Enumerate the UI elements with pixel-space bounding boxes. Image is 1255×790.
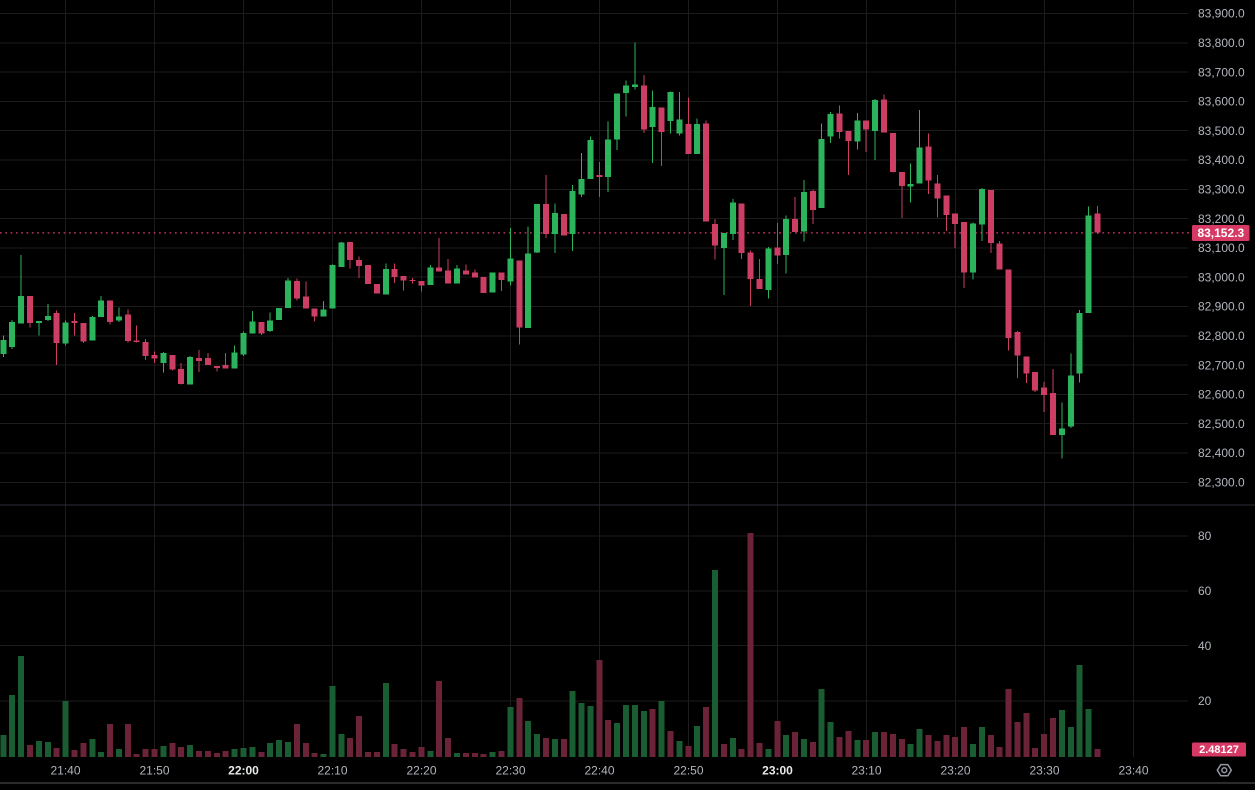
svg-text:83,500.0: 83,500.0 bbox=[1198, 124, 1245, 138]
svg-text:40: 40 bbox=[1198, 639, 1212, 653]
svg-text:82,600.0: 82,600.0 bbox=[1198, 388, 1245, 402]
svg-text:83,900.0: 83,900.0 bbox=[1198, 7, 1245, 21]
svg-text:83,000.0: 83,000.0 bbox=[1198, 270, 1245, 284]
svg-text:22:40: 22:40 bbox=[584, 764, 614, 778]
svg-text:22:30: 22:30 bbox=[495, 764, 525, 778]
svg-text:82,500.0: 82,500.0 bbox=[1198, 417, 1245, 431]
svg-text:83,800.0: 83,800.0 bbox=[1198, 36, 1245, 50]
svg-text:22:50: 22:50 bbox=[673, 764, 703, 778]
svg-text:82,700.0: 82,700.0 bbox=[1198, 358, 1245, 372]
svg-text:83,200.0: 83,200.0 bbox=[1198, 212, 1245, 226]
svg-text:83,400.0: 83,400.0 bbox=[1198, 153, 1245, 167]
svg-text:22:10: 22:10 bbox=[317, 764, 347, 778]
svg-text:23:00: 23:00 bbox=[762, 764, 793, 778]
svg-text:23:40: 23:40 bbox=[1118, 764, 1148, 778]
svg-text:80: 80 bbox=[1198, 529, 1212, 543]
svg-text:60: 60 bbox=[1198, 584, 1212, 598]
svg-text:82,300.0: 82,300.0 bbox=[1198, 476, 1245, 490]
svg-text:83,600.0: 83,600.0 bbox=[1198, 95, 1245, 109]
svg-text:20: 20 bbox=[1198, 694, 1212, 708]
svg-text:82,900.0: 82,900.0 bbox=[1198, 300, 1245, 314]
svg-text:82,400.0: 82,400.0 bbox=[1198, 446, 1245, 460]
svg-text:83,700.0: 83,700.0 bbox=[1198, 65, 1245, 79]
svg-text:22:00: 22:00 bbox=[228, 764, 259, 778]
svg-text:83,152.3: 83,152.3 bbox=[1197, 226, 1244, 240]
svg-text:22:20: 22:20 bbox=[406, 764, 436, 778]
svg-text:83,100.0: 83,100.0 bbox=[1198, 241, 1245, 255]
svg-text:83,300.0: 83,300.0 bbox=[1198, 183, 1245, 197]
svg-text:23:20: 23:20 bbox=[940, 764, 970, 778]
svg-text:23:10: 23:10 bbox=[851, 764, 881, 778]
svg-text:21:40: 21:40 bbox=[50, 764, 80, 778]
svg-text:21:50: 21:50 bbox=[139, 764, 169, 778]
svg-text:82,800.0: 82,800.0 bbox=[1198, 329, 1245, 343]
svg-text:2.48127: 2.48127 bbox=[1199, 744, 1239, 756]
svg-text:23:30: 23:30 bbox=[1029, 764, 1059, 778]
